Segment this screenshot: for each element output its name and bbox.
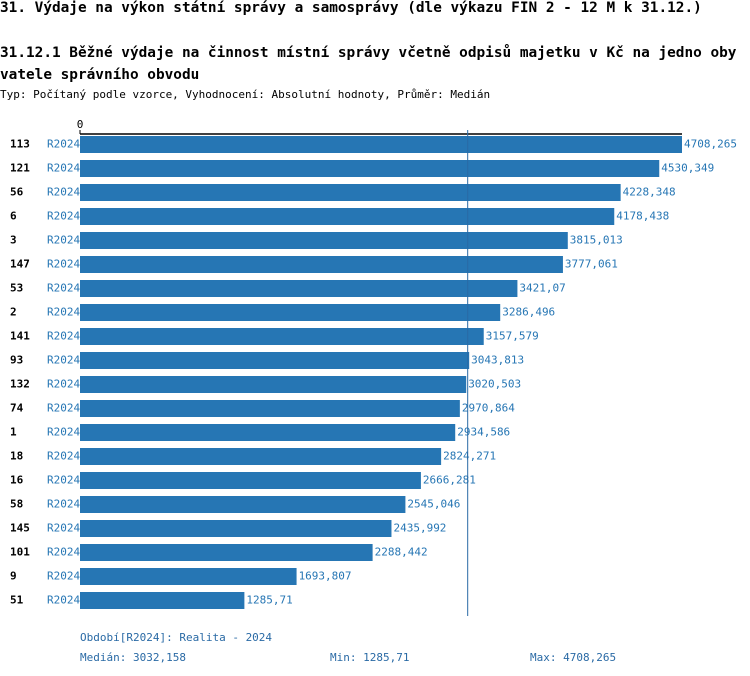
value-label: 3815,013 (570, 234, 623, 247)
value-label: 3043,813 (471, 354, 524, 367)
series-label: R2024 (47, 138, 80, 151)
bar (80, 256, 563, 273)
category-label: 113 (10, 138, 30, 151)
series-label: R2024 (47, 570, 80, 583)
series-label: R2024 (47, 234, 80, 247)
category-label: 101 (10, 546, 30, 559)
value-label: 4228,348 (623, 186, 676, 199)
series-label: R2024 (47, 402, 80, 415)
series-label: R2024 (47, 330, 80, 343)
series-label: R2024 (47, 450, 80, 463)
value-label: 2288,442 (375, 546, 428, 559)
category-label: 6 (10, 210, 17, 223)
bar (80, 448, 442, 465)
value-label: 2970,864 (462, 402, 515, 415)
series-label: R2024 (47, 474, 80, 487)
value-label: 2666,281 (423, 474, 476, 487)
value-label: 3157,579 (486, 330, 539, 343)
series-label: R2024 (47, 546, 80, 559)
median-label: Medián: 3032,158 (80, 651, 186, 664)
value-label: 4178,438 (616, 210, 669, 223)
series-label: R2024 (47, 594, 80, 607)
value-label: 2824,271 (443, 450, 496, 463)
bar (80, 520, 392, 537)
category-label: 16 (10, 474, 24, 487)
subtitle: 31.12.1 Běžné výdaje na činnost místní s… (0, 45, 737, 83)
bar (80, 208, 615, 225)
min-label: Min: 1285,71 (330, 651, 409, 664)
series-label: R2024 (47, 354, 80, 367)
series-label: R2024 (47, 378, 80, 391)
bar (80, 400, 460, 417)
category-label: 2 (10, 306, 17, 319)
max-label: Max: 4708,265 (530, 651, 616, 664)
note: Typ: Počítaný podle vzorce, Vyhodnocení:… (0, 88, 491, 101)
category-label: 121 (10, 162, 30, 175)
value-label: 2934,586 (457, 426, 510, 439)
value-label: 1693,807 (299, 570, 352, 583)
bar (80, 136, 682, 153)
bar (80, 304, 501, 321)
category-label: 132 (10, 378, 30, 391)
value-label: 4708,265 (684, 138, 737, 151)
bar (80, 592, 245, 609)
period: Období[R2024]: Realita - 2024 (80, 631, 272, 644)
bar (80, 376, 467, 393)
bar (80, 232, 568, 249)
value-label: 1285,71 (246, 594, 292, 607)
bar (80, 424, 456, 441)
series-label: R2024 (47, 306, 80, 319)
category-label: 9 (10, 570, 17, 583)
bar (80, 328, 484, 345)
series-label: R2024 (47, 426, 80, 439)
bar (80, 184, 621, 201)
value-label: 3020,503 (468, 378, 521, 391)
value-label: 2435,992 (393, 522, 446, 535)
title: 31. Výdaje na výkon státní správy a samo… (0, 0, 702, 16)
category-label: 74 (10, 402, 24, 415)
category-label: 3 (10, 234, 17, 247)
category-label: 58 (10, 498, 23, 511)
bar (80, 544, 373, 561)
category-label: 18 (10, 450, 23, 463)
bar (80, 280, 518, 297)
series-label: R2024 (47, 498, 80, 511)
category-label: 53 (10, 282, 23, 295)
category-label: 56 (10, 186, 24, 199)
value-label: 3421,07 (519, 282, 565, 295)
bar (80, 352, 470, 369)
series-label: R2024 (47, 522, 80, 535)
value-label: 3777,061 (565, 258, 618, 271)
category-label: 1 (10, 426, 17, 439)
bar (80, 160, 660, 177)
series-label: R2024 (47, 210, 80, 223)
bar (80, 496, 406, 513)
bar (80, 568, 297, 585)
category-label: 147 (10, 258, 30, 271)
bar (80, 472, 421, 489)
series-label: R2024 (47, 162, 80, 175)
value-label: 4530,349 (661, 162, 714, 175)
series-label: R2024 (47, 282, 80, 295)
category-label: 145 (10, 522, 30, 535)
series-label: R2024 (47, 258, 80, 271)
value-label: 3286,496 (502, 306, 555, 319)
series-label: R2024 (47, 186, 80, 199)
category-label: 93 (10, 354, 23, 367)
category-label: 141 (10, 330, 30, 343)
category-label: 51 (10, 594, 24, 607)
value-label: 2545,046 (407, 498, 460, 511)
x-tick-label: 0 (77, 118, 84, 131)
